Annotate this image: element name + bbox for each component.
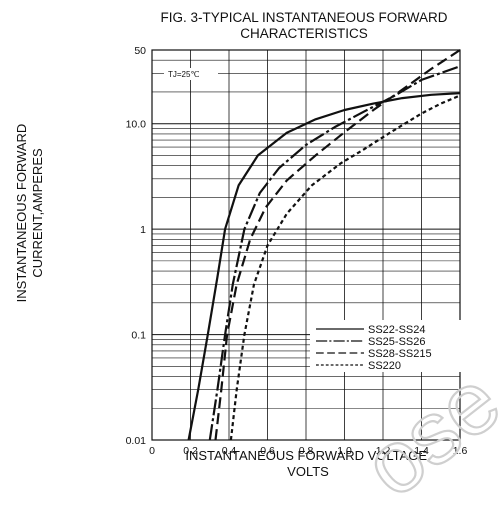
- y-tick-label-2: 1: [140, 224, 146, 236]
- x-axis-title-line2: VOLTS: [287, 464, 329, 479]
- x-tick-label-4: 0.8: [299, 445, 314, 457]
- y-tick-label-3: 10.0: [126, 119, 147, 131]
- legend-label-3: SS220: [368, 360, 401, 372]
- x-tick-label-0: 0: [149, 445, 155, 457]
- temperature-note-text: TJ=25℃: [168, 70, 199, 79]
- legend-label-2: SS28-SS215: [368, 348, 432, 360]
- chart-title: FIG. 3-TYPICAL INSTANTANEOUS FORWARD: [160, 10, 447, 25]
- series-line-3: [229, 94, 461, 441]
- series-curves: [187, 49, 461, 441]
- x-tick-label-1: 0.2: [183, 445, 198, 457]
- x-tick-label-3: 0.6: [260, 445, 275, 457]
- x-tick-label-7: 1.4: [414, 445, 429, 457]
- plot-frame: [151, 49, 461, 441]
- x-tick-labels: 0 0.2 0.4 0.6 0.8 1.0 1.2 1.4 1.6: [149, 445, 467, 457]
- legend-label-0: SS22-SS24: [368, 324, 425, 336]
- x-tick-label-2: 0.4: [222, 445, 237, 457]
- x-axis-title-line1: INSTANTANEOUS FORWARD VOLTAGE,: [185, 448, 430, 463]
- x-tick-label-8: 1.6: [453, 445, 468, 457]
- y-tick-label-1: 0.1: [131, 330, 146, 342]
- y-tick-label-0: 0.01: [126, 435, 147, 447]
- y-tick-label-4: 50: [134, 45, 146, 57]
- legend-label-1: SS25-SS26: [368, 336, 425, 348]
- y-axis-title-line2: CURRENT,AMPERES: [30, 148, 45, 278]
- chart-subtitle: CHARACTERISTICS: [240, 26, 368, 41]
- x-tick-label-6: 1.2: [376, 445, 391, 457]
- y-axis-title-line1: INSTANTANEOUS FORWARD: [14, 124, 29, 303]
- series-line-2: [214, 49, 461, 441]
- temperature-note: TJ=25℃: [164, 68, 218, 80]
- x-tick-label-5: 1.0: [337, 445, 352, 457]
- series-line-0: [187, 92, 461, 441]
- y-tick-labels: 0.01 0.1 1 10.0 50: [126, 45, 147, 447]
- plot-grid: [151, 49, 461, 441]
- temperature-note-box: [164, 68, 218, 80]
